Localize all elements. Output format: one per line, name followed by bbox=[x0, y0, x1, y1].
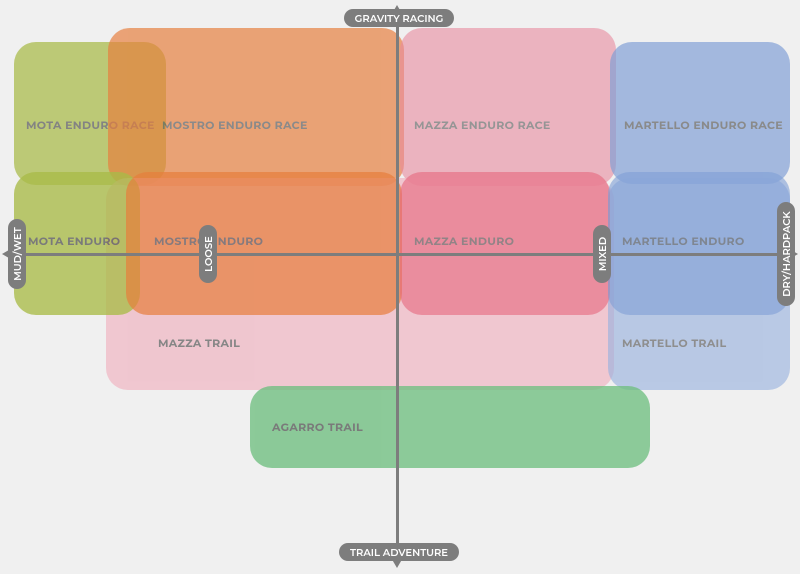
box-label: MAZZA TRAIL bbox=[158, 336, 240, 350]
axis-vertical bbox=[396, 15, 399, 558]
box-label: AGARRO TRAIL bbox=[272, 420, 363, 434]
box-agarro-trail: AGARRO TRAIL bbox=[250, 386, 650, 468]
box-label: MARTELLO TRAIL bbox=[622, 336, 726, 350]
box-label: MARTELLO ENDURO bbox=[622, 234, 745, 248]
box-mazza-race: MAZZA ENDURO RACE bbox=[400, 28, 616, 186]
box-mota-enduro: MOTA ENDURO bbox=[14, 172, 140, 315]
axis-label-right: DRY/HARDPACK bbox=[777, 202, 795, 306]
box-martello-race: MARTELLO ENDURO RACE bbox=[610, 42, 790, 184]
box-mazza-enduro: MAZZA ENDURO bbox=[400, 172, 610, 315]
axis-label-bottom: TRAIL ADVENTURE bbox=[339, 543, 459, 561]
box-mostro-enduro: MOSTRO ENDURO bbox=[126, 172, 402, 315]
axis-label-top: GRAVITY RACING bbox=[344, 9, 454, 27]
box-label: MAZZA ENDURO RACE bbox=[414, 118, 551, 132]
axis-label-mixed: MIXED bbox=[593, 225, 611, 283]
box-mostro-race: MOSTRO ENDURO RACE bbox=[108, 28, 404, 186]
axis-horizontal bbox=[12, 253, 788, 256]
box-label: MOTA ENDURO bbox=[28, 234, 120, 248]
box-label: MARTELLO ENDURO RACE bbox=[624, 118, 783, 132]
box-martello-enduro: MARTELLO ENDURO bbox=[608, 172, 790, 315]
quadrant-diagram: MOTA ENDURO RACEMOSTRO ENDURO RACEMAZZA … bbox=[0, 0, 800, 574]
box-label: MAZZA ENDURO bbox=[414, 234, 514, 248]
box-label: MOSTRO ENDURO RACE bbox=[162, 118, 308, 132]
axis-label-left: MUD/WET bbox=[8, 219, 26, 289]
axis-label-loose: LOOSE bbox=[199, 225, 217, 283]
